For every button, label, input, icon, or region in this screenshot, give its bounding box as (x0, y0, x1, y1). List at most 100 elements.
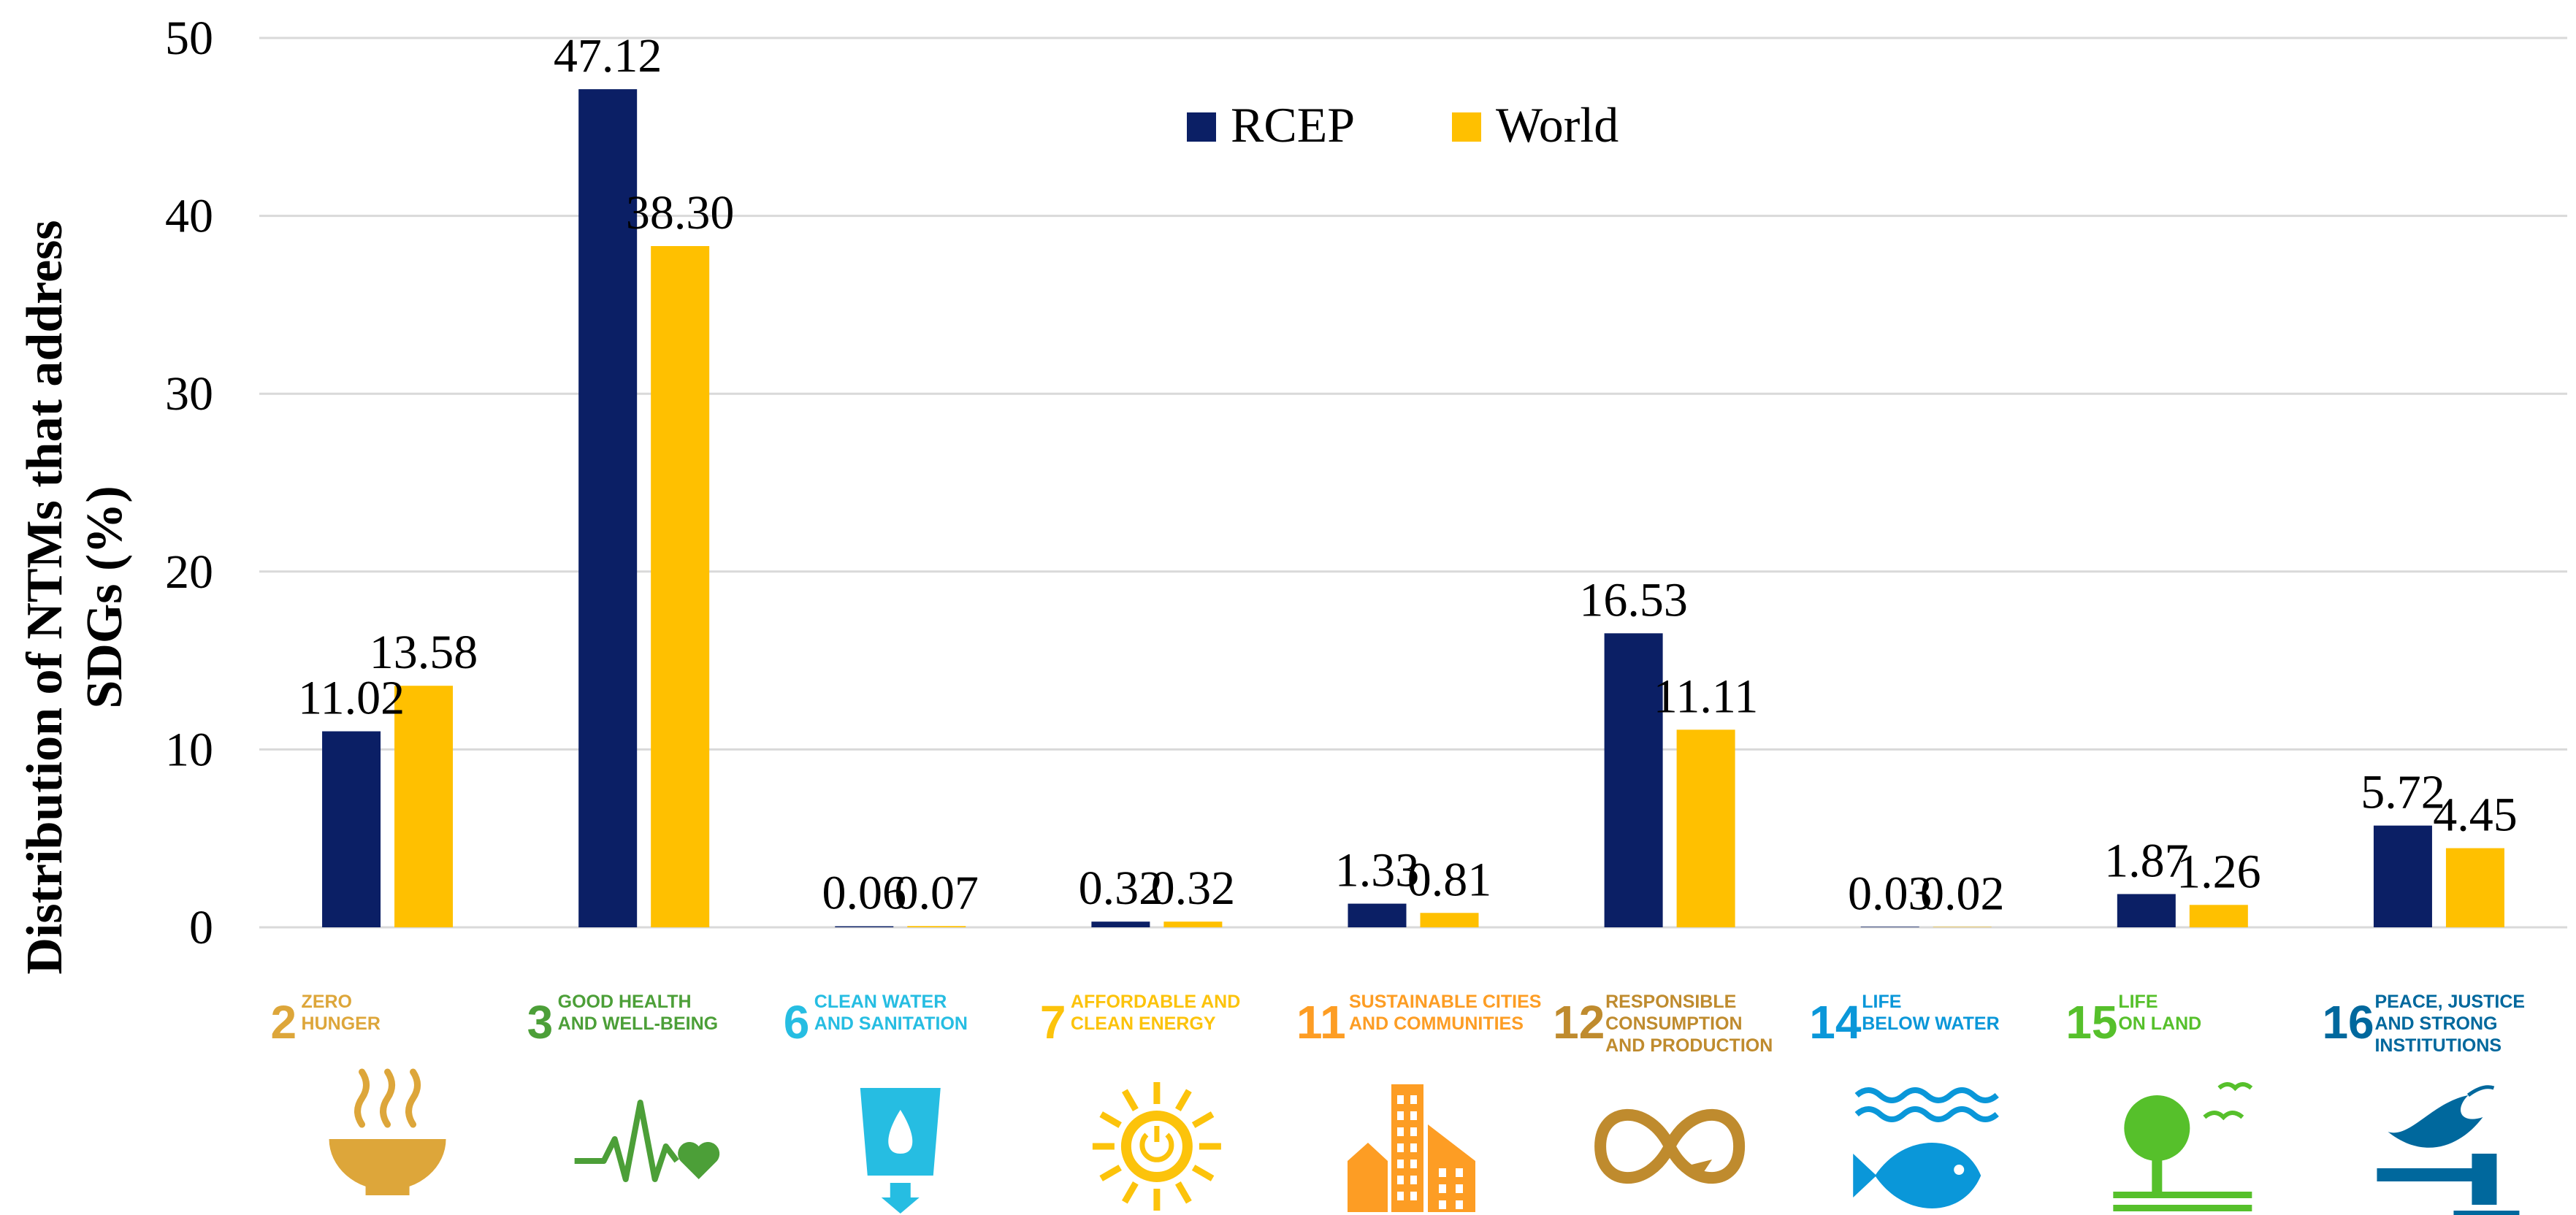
data-label-rcep-sdg-16: 5.72 (2361, 766, 2445, 819)
bird (2217, 1082, 2253, 1092)
y-tick-label: 50 (165, 12, 213, 65)
sdg-15-number: 15 (2065, 996, 2117, 1049)
sdg-14-number: 14 (1809, 996, 1862, 1049)
dove-shape (2388, 1095, 2483, 1148)
heartbeat-icon (574, 1100, 720, 1182)
heart-shape (678, 1141, 720, 1179)
sdg-16-label-line-3: INSTITUTIONS (2374, 1035, 2502, 1056)
y-axis-title-line-1: Distribution of NTMs that address (17, 220, 73, 974)
window (1410, 1127, 1417, 1136)
sdg-11-label-line-2: AND COMMUNITIES (1349, 1013, 1524, 1034)
infinity-icon (1594, 1108, 1746, 1184)
window (1410, 1095, 1417, 1104)
bar-rcep-sdg-7 (1091, 921, 1150, 927)
y-axis: 0 10 20 30 40 50 (165, 12, 213, 954)
fish-eye (1954, 1165, 1965, 1175)
window (1397, 1176, 1404, 1184)
sdg-12-label-line-3: AND PRODUCTION (1605, 1035, 1773, 1056)
sdg-16-number: 16 (2322, 996, 2374, 1049)
wave-line (1854, 1106, 1999, 1122)
sdg-7-label-line-1: AFFORDABLE AND (1071, 992, 1240, 1012)
sun-ray (1121, 1089, 1139, 1112)
gavel-handle (2377, 1168, 2480, 1181)
sdg-2-label-line-2: HUNGER (302, 1013, 381, 1034)
sdg-14-label-line-1: LIFE (1862, 992, 1901, 1012)
window (1397, 1111, 1404, 1120)
legend-label-rcep: RCEP (1231, 97, 1355, 153)
sdg-11-number: 11 (1296, 996, 1346, 1049)
window (1410, 1160, 1417, 1168)
bowl-icon (329, 1068, 446, 1195)
ground-line (2113, 1192, 2252, 1198)
data-label-world-sdg-3: 38.30 (626, 186, 735, 239)
sdg-16-label-line-1: PEACE, JUSTICE (2374, 992, 2525, 1012)
data-label-world-sdg-16: 4.45 (2433, 789, 2518, 842)
sdg-16-label-line-2: AND STRONG (2374, 1013, 2497, 1034)
data-label-world-sdg-2: 13.58 (370, 626, 478, 679)
infinity-arrow (1692, 1160, 1713, 1179)
legend-swatch-world (1452, 112, 1481, 142)
y-axis-title-line-2: SDGs (%) (77, 486, 133, 708)
steam-line (405, 1068, 421, 1128)
data-label-rcep-sdg-12: 16.53 (1579, 573, 1688, 626)
sun-ray (1174, 1181, 1192, 1204)
house-left (1348, 1143, 1388, 1212)
window (1410, 1143, 1417, 1152)
data-label-rcep-sdg-3: 47.12 (554, 29, 662, 83)
drop-shape (888, 1110, 913, 1154)
sdg-15-label-line-1: LIFE (2118, 992, 2158, 1012)
sdg-6-label-line-2: AND SANITATION (814, 1013, 968, 1034)
sun-ray (1191, 1165, 1215, 1181)
sdg-2-label-line-1: ZERO (302, 992, 352, 1012)
gridlines (259, 37, 2567, 929)
window (1410, 1176, 1417, 1184)
bar-rcep-sdg-3 (578, 89, 638, 928)
bar-world-sdg-6 (907, 926, 966, 927)
window (1397, 1143, 1404, 1152)
tower (1391, 1084, 1423, 1212)
data-label-rcep-sdg-15: 1.87 (2104, 834, 2189, 887)
bar-rcep-sdg-11 (1348, 903, 1407, 927)
bar-world-sdg-2 (394, 686, 454, 927)
legend: RCEP World (1187, 97, 1618, 153)
y-tick-label: 0 (189, 901, 213, 954)
sun-ray (1099, 1165, 1122, 1181)
y-tick-label: 30 (165, 367, 213, 421)
dove-gavel-icon (2377, 1085, 2520, 1215)
window (1410, 1192, 1417, 1200)
sdg-3-label-line-1: GOOD HEALTH (558, 992, 692, 1012)
building-right (1428, 1124, 1475, 1212)
sdg-15-label-line-2: ON LAND (2118, 1013, 2201, 1034)
sdg-6-number: 6 (784, 996, 810, 1049)
olive-branch (2466, 1085, 2495, 1097)
legend-label-world: World (1496, 97, 1618, 153)
data-label-rcep-sdg-7: 0.32 (1079, 862, 1163, 915)
steam-line (380, 1068, 396, 1128)
fish-tail (1853, 1154, 1877, 1197)
gavel-head (2472, 1154, 2497, 1205)
arrow-down (881, 1183, 920, 1214)
bowl-base (365, 1187, 410, 1195)
ground-line (2113, 1205, 2252, 1211)
wave-line (1854, 1087, 1999, 1103)
data-label-world-sdg-7: 0.32 (1151, 862, 1236, 915)
gavel-block (2453, 1211, 2520, 1215)
bar-rcep-sdg-2 (322, 731, 381, 927)
bar-world-sdg-15 (2189, 905, 2248, 927)
window (1397, 1127, 1404, 1136)
window (1456, 1200, 1463, 1209)
sdg-14-label-line-2: BELOW WATER (1862, 1013, 1999, 1034)
y-axis-title-group: Distribution of NTMs that address SDGs (%… (17, 220, 133, 974)
data-label-world-sdg-15: 1.26 (2176, 845, 2261, 898)
fish-body (1875, 1143, 1981, 1208)
bar-world-sdg-12 (1676, 729, 1735, 927)
sdg-12-number: 12 (1553, 996, 1605, 1049)
sun-ray (1121, 1181, 1139, 1204)
